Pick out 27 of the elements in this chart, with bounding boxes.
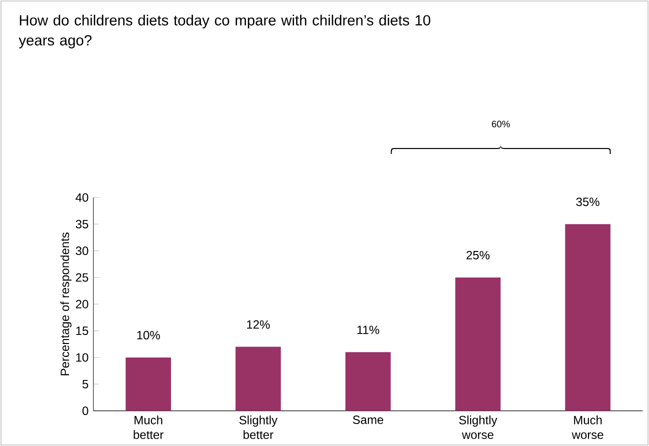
y-tick-label: 20 bbox=[76, 300, 88, 308]
y-tick-label: 25 bbox=[76, 273, 88, 282]
y-tick-label: 5 bbox=[82, 380, 88, 388]
x-tick-label: Slightly worse bbox=[459, 416, 498, 439]
data-label: 10% bbox=[137, 330, 160, 340]
data-label: 35% bbox=[576, 198, 600, 206]
x-tick-label: Same bbox=[352, 416, 384, 424]
data-label: 25% bbox=[466, 250, 490, 260]
data-label: 11% bbox=[357, 326, 380, 334]
chart-title: How do childrens diets today co mpare with children’s diets 10 years ago? bbox=[18, 14, 430, 48]
bar bbox=[236, 346, 281, 411]
y-axis-title: Percentage of respondents bbox=[60, 232, 72, 376]
x-tick-label: Much worse bbox=[572, 416, 604, 439]
bar bbox=[345, 352, 391, 411]
bar bbox=[126, 357, 171, 411]
x-tick-label: Much better bbox=[134, 416, 164, 439]
bar bbox=[565, 224, 610, 411]
y-tick-label: 35 bbox=[76, 220, 88, 228]
y-tick-label: 40 bbox=[76, 193, 88, 202]
y-tick-label: 0 bbox=[82, 406, 88, 416]
bar bbox=[455, 277, 501, 411]
y-tick-label: 30 bbox=[76, 246, 88, 256]
y-tick-label: 15 bbox=[76, 326, 88, 335]
text: 60% bbox=[492, 120, 510, 128]
x-tick-label: Slightly better bbox=[239, 416, 278, 439]
data-label: 12% bbox=[247, 320, 270, 329]
y-tick-label: 10 bbox=[76, 353, 88, 362]
